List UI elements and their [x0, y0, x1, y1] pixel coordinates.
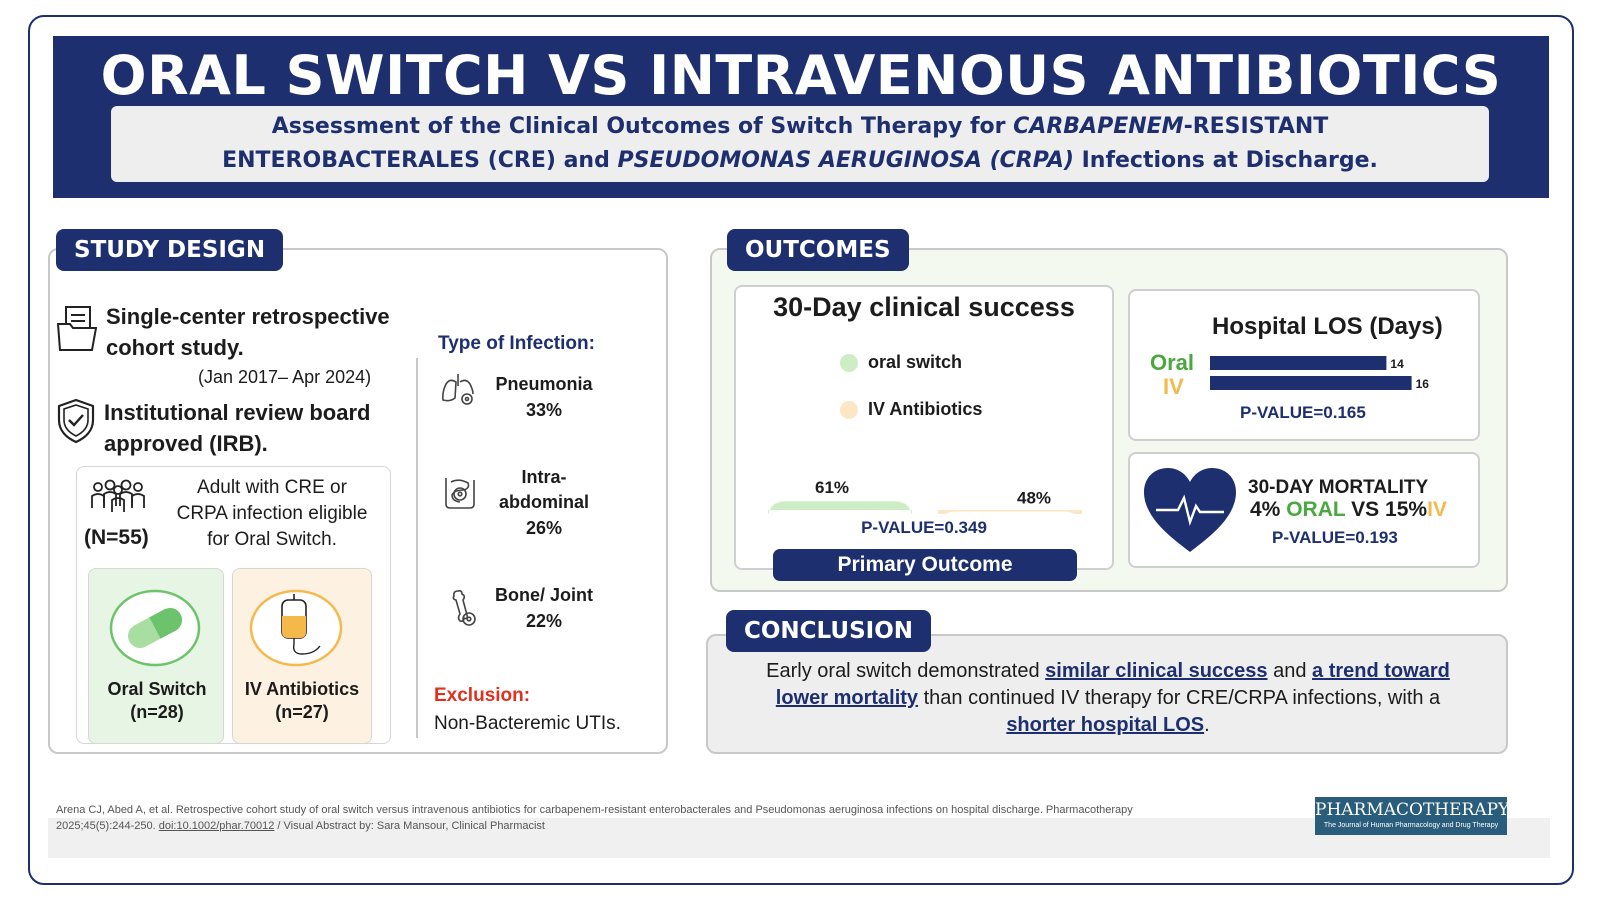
- page-frame: [28, 15, 1574, 885]
- conclusion-highlight-2a: a trend toward: [1312, 660, 1450, 682]
- population-line-1: Adult with CRE or: [197, 477, 347, 498]
- pill-icon: [109, 589, 201, 667]
- subtitle-line-2: ENTEROBACTERALES (CRE) and PSEUDOMONAS A…: [222, 148, 1378, 173]
- clinical-success-chart: 61% 48%: [768, 478, 1082, 514]
- journal-logo: PHARMACOTHERAPY The Journal of Human Pha…: [1315, 797, 1510, 835]
- legend-iv-swatch: [840, 401, 858, 419]
- heart-pulse-icon: [1144, 468, 1236, 552]
- shield-check-icon: [57, 398, 95, 444]
- infection-bone-pct: 22%: [525, 611, 563, 631]
- infection-intra-line-1: Intra-: [521, 467, 567, 487]
- population-line-2: CRPA infection eligible: [176, 503, 368, 524]
- iv-arm-label: IV Antibiotics: [244, 679, 360, 699]
- legend-oral-label: oral switch: [868, 352, 963, 372]
- los-iv-label: IV: [1163, 374, 1184, 399]
- group-people-icon: [91, 479, 145, 512]
- mortality-comparison: 4% ORAL VS 15%IV: [1250, 498, 1447, 522]
- title-banner: ORAL SWITCH VS INTRAVENOUS ANTIBIOTICS A…: [53, 36, 1549, 198]
- conclusion-text: Early oral switch demonstrated similar c…: [766, 660, 1450, 736]
- los-bar-label-0: 14: [1390, 357, 1404, 371]
- los-title: Hospital LOS (Days): [1212, 313, 1443, 340]
- los-oral-label: Oral: [1150, 350, 1195, 375]
- population-line-3: for Oral Switch.: [207, 529, 337, 550]
- mortality-title: 30-DAY MORTALITY: [1248, 477, 1429, 498]
- intestine-icon: [445, 478, 475, 509]
- exclusion-text: Non-Bacteremic UTIs.: [434, 713, 621, 734]
- success-bar-label-1: 48%: [1017, 489, 1051, 508]
- oral-switch-label: Oral Switch: [107, 679, 207, 699]
- infection-intra-line-2: abdominal: [498, 492, 589, 512]
- oral-switch-n: (n=28): [130, 702, 184, 722]
- los-pvalue: P-VALUE=0.165: [1240, 403, 1366, 422]
- los-bar-0: [1210, 356, 1387, 370]
- mortality-vs: VS: [1351, 498, 1380, 521]
- population-n: (N=55): [84, 526, 149, 549]
- infection-pneumonia-pct: 33%: [525, 400, 563, 420]
- subtitle: Assessment of the Clinical Outcomes of S…: [111, 106, 1489, 182]
- infection-intra-pct: 26%: [525, 518, 563, 538]
- infection-bone-name: Bone/ Joint: [495, 585, 593, 605]
- exclusion-label: Exclusion:: [434, 685, 531, 706]
- conclusion-highlight-1: similar clinical success: [1045, 660, 1268, 682]
- design-line-2: cohort study.: [106, 335, 244, 360]
- design-line-1: Single-center retrospective: [106, 304, 390, 329]
- mortality-oral-pct: 4%: [1250, 498, 1281, 521]
- conclusion-panel: [706, 634, 1508, 754]
- study-period: (Jan 2017– Apr 2024): [198, 367, 372, 387]
- legend-oral-swatch: [840, 354, 858, 372]
- los-bar-1: [1210, 376, 1412, 390]
- infection-heading: Type of Infection:: [438, 333, 595, 354]
- iv-bag-icon: [249, 589, 343, 667]
- clinical-success-pvalue: P-VALUE=0.349: [861, 518, 987, 537]
- citation-footer: [48, 818, 1550, 858]
- success-bar-0: [768, 501, 912, 514]
- study-design-tag: STUDY DESIGN: [56, 229, 284, 271]
- study-design-panel: [48, 248, 668, 754]
- iv-arm-n: (n=27): [275, 702, 329, 722]
- population-card: [76, 466, 391, 744]
- conclusion-highlight-2b: lower mortality: [775, 687, 919, 709]
- subtitle-line-1: Assessment of the Clinical Outcomes of S…: [271, 114, 1329, 139]
- conclusion-tag: CONCLUSION: [726, 610, 931, 652]
- los-bar-label-1: 16: [1416, 377, 1430, 391]
- journal-subtitle: The Journal of Human Pharmacology and Dr…: [1323, 822, 1499, 829]
- page-title: ORAL SWITCH VS INTRAVENOUS ANTIBIOTICS: [100, 44, 1502, 107]
- clinical-success-title: 30-Day clinical success: [773, 292, 1075, 322]
- citation-line-1: Arena CJ, Abed A, et al. Retrospective c…: [56, 804, 1133, 816]
- doi-link[interactable]: doi:10.1002/phar.70012: [158, 820, 275, 832]
- irb-line-2: approved (IRB).: [104, 431, 268, 456]
- success-bar-label-0: 61%: [815, 478, 849, 497]
- primary-outcome-label: Primary Outcome: [773, 549, 1077, 581]
- mortality-iv-pct: 15%: [1385, 498, 1428, 521]
- infection-pneumonia-name: Pneumonia: [495, 374, 593, 394]
- conclusion-highlight-3: shorter hospital LOS: [1006, 714, 1205, 736]
- los-chart: 14 16: [1210, 356, 1430, 391]
- mortality-pvalue: P-VALUE=0.193: [1272, 528, 1398, 547]
- success-bar-1: [938, 510, 1082, 514]
- bone-icon: [452, 590, 476, 626]
- irb-line-1: Institutional review board: [104, 400, 371, 425]
- mortality-iv-word: IV: [1427, 498, 1447, 521]
- outcomes-tag: OUTCOMES: [727, 229, 909, 271]
- legend-iv-label: IV Antibiotics: [868, 399, 983, 419]
- journal-name: PHARMACOTHERAPY: [1315, 800, 1510, 820]
- study-design-divider: [416, 358, 418, 738]
- mortality-oral-word: ORAL: [1286, 498, 1346, 521]
- citation-line-2: 2025;45(5):244-250. doi:10.1002/phar.700…: [56, 820, 545, 832]
- lungs-icon: [442, 374, 474, 405]
- folder-document-icon: [56, 306, 98, 351]
